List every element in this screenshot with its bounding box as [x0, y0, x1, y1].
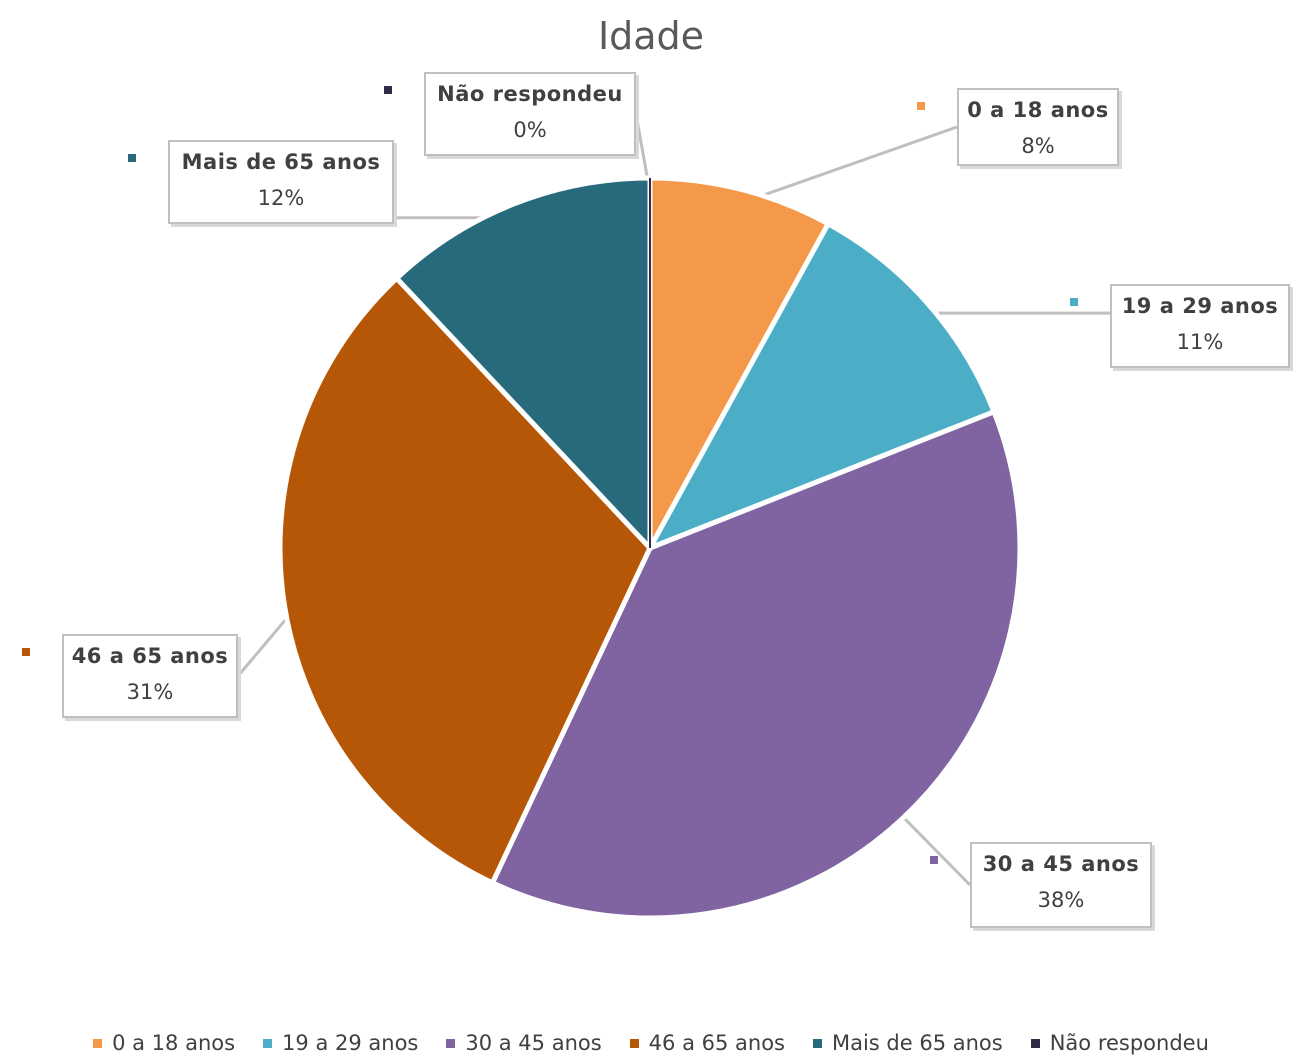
legend-swatch — [629, 1038, 639, 1048]
legend-label: Não respondeu — [1049, 1031, 1209, 1055]
pie-slice-mais-de-65-anos — [394, 175, 653, 551]
pie-slice-19-a-29-anos — [647, 221, 997, 551]
legend-label: 30 a 45 anos — [465, 1031, 602, 1055]
data-label-category: 19 a 29 anos — [1121, 294, 1279, 318]
data-label-category: 46 a 65 anos — [71, 644, 229, 668]
data-label-key-nao-respondeu — [384, 86, 392, 94]
data-label-value: 12% — [257, 186, 305, 210]
data-label-mais-de-65-anos: Mais de 65 anos 12% — [168, 140, 394, 224]
data-label-key-mais-de-65-anos — [128, 154, 136, 162]
legend-label: 46 a 65 anos — [648, 1031, 785, 1055]
pie-slice-30-a-45-anos — [489, 409, 1023, 921]
data-label-key-0-a-18-anos — [917, 102, 925, 110]
legend-swatch — [812, 1038, 822, 1048]
legend-item-mais-de-65-anos: Mais de 65 anos — [812, 1028, 1003, 1058]
data-label-category: 0 a 18 anos — [967, 98, 1109, 122]
legend-label: Mais de 65 anos — [831, 1031, 1003, 1055]
legend: 0 a 18 anos 19 a 29 anos 30 a 45 anos 46 a … — [0, 1028, 1302, 1058]
legend-item-nao-respondeu: Não respondeu — [1030, 1028, 1209, 1058]
data-label-value: 11% — [1176, 330, 1224, 354]
legend-swatch — [446, 1038, 456, 1048]
leader-line-0-a-18-anos — [737, 125, 958, 206]
data-label-key-19-a-29-anos — [1070, 298, 1078, 306]
legend-label: 19 a 29 anos — [282, 1031, 419, 1055]
data-label-category: Mais de 65 anos — [181, 150, 381, 174]
leader-line-30-a-45-anos — [892, 805, 972, 887]
legend-item-19-a-29-anos: 19 a 29 anos — [263, 1028, 418, 1058]
pie-slice-0-a-18-anos — [647, 175, 831, 551]
data-label-value: 0% — [513, 118, 547, 142]
data-label-19-a-29-anos: 19 a 29 anos 11% — [1110, 284, 1290, 368]
legend-item-30-a-45-anos: 30 a 45 anos — [446, 1028, 602, 1058]
data-label-nao-respondeu: Não respondeu 0% — [424, 72, 636, 156]
data-label-category: 30 a 45 anos — [982, 852, 1140, 876]
legend-item-0-a-18-anos: 0 a 18 anos — [93, 1028, 235, 1058]
legend-swatch — [263, 1038, 273, 1048]
data-label-value: 31% — [126, 680, 174, 704]
data-label-key-30-a-45-anos — [930, 856, 938, 864]
data-label-value: 38% — [1037, 888, 1085, 912]
data-label-46-a-65-anos: 46 a 65 anos 31% — [62, 634, 238, 718]
data-label-key-46-a-65-anos — [22, 648, 30, 656]
pie-slice-46-a-65-anos — [277, 275, 653, 886]
legend-swatch — [93, 1038, 103, 1048]
data-label-30-a-45-anos: 30 a 45 anos 38% — [970, 842, 1152, 928]
data-label-value: 8% — [1021, 134, 1055, 158]
legend-label: 0 a 18 anos — [112, 1031, 236, 1055]
data-label-0-a-18-anos: 0 a 18 anos 8% — [957, 88, 1119, 166]
legend-swatch — [1030, 1038, 1040, 1048]
pie-slices — [277, 175, 1023, 921]
data-label-category: Não respondeu — [437, 82, 623, 106]
chart-title: Idade — [597, 14, 705, 58]
legend-item-46-a-65-anos: 46 a 65 anos — [629, 1028, 785, 1058]
